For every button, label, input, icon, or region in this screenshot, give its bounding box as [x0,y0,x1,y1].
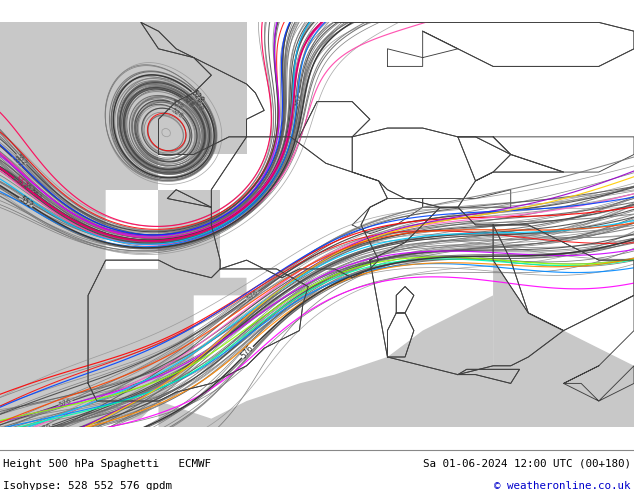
Polygon shape [158,331,634,427]
Text: 576: 576 [245,289,259,302]
Text: 552: 552 [15,152,28,166]
Text: 528: 528 [181,95,194,109]
Text: 552: 552 [17,194,34,210]
Text: 528: 528 [191,98,204,112]
Text: 576: 576 [58,398,73,408]
Text: © weatheronline.co.uk: © weatheronline.co.uk [495,481,631,490]
Polygon shape [0,23,247,190]
Text: 528: 528 [170,107,184,119]
Polygon shape [387,295,493,374]
Text: 552: 552 [29,189,42,201]
Text: 552: 552 [10,155,23,169]
Text: 528: 528 [170,99,184,111]
Text: Isohypse: 528 552 576 gpdm: Isohypse: 528 552 576 gpdm [3,481,172,490]
Text: 576: 576 [23,429,38,440]
Polygon shape [158,190,220,269]
Text: Sa 01-06-2024 12:00 UTC (00+180): Sa 01-06-2024 12:00 UTC (00+180) [423,459,631,468]
Polygon shape [0,190,247,427]
Polygon shape [476,260,564,366]
Text: 576: 576 [239,344,256,361]
Text: 576: 576 [37,422,52,433]
Text: 552: 552 [12,175,29,191]
Text: 552: 552 [22,181,36,195]
Text: 528: 528 [182,95,195,108]
Text: 552: 552 [295,93,302,106]
Text: 528: 528 [189,89,205,105]
Text: Height 500 hPa Spaghetti   ECMWF: Height 500 hPa Spaghetti ECMWF [3,459,211,468]
